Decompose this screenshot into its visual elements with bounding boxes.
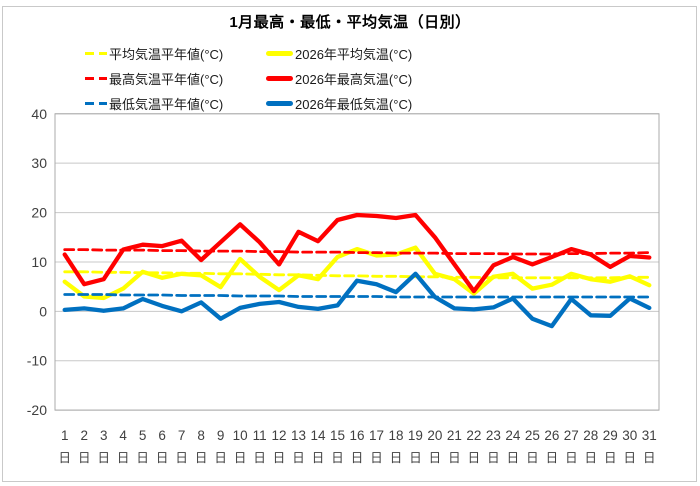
legend: 平均気温平年値(°C) 2026年平均気温(°C) 最高気温平年値(°C) 20… [85,41,412,116]
x-axis-day-suffix: 日 [370,451,383,465]
x-axis-day-number: 29 [603,428,618,443]
x-axis-day-suffix: 日 [214,451,227,465]
x-axis-day-suffix: 日 [526,451,539,465]
x-axis-day-number: 23 [486,428,501,443]
x-axis-day-suffix: 日 [156,451,169,465]
x-axis-day-number: 19 [408,428,423,443]
legend-label-max-normal: 最高気温平年値(°C) [109,72,224,87]
y-axis-tick-label: 0 [39,303,47,319]
x-axis-day-number: 7 [178,428,186,443]
x-axis-day-number: 26 [544,428,559,443]
x-axis-day-suffix: 日 [58,451,71,465]
x-axis-day-suffix: 日 [273,451,286,465]
x-axis-day-number: 18 [388,428,403,443]
x-axis-day-number: 15 [330,428,345,443]
legend-item-min-2026: 2026年最低気温(°C) [266,91,412,116]
legend-label-avg-normal: 平均気温平年値(°C) [109,47,224,62]
series-avg-normal-line [63,270,651,280]
x-axis-day-number: 6 [158,428,166,443]
legend-label-avg-2026: 2026年平均気温(°C) [295,47,413,62]
min-2026-solid-line-swatch [266,101,293,106]
x-axis-day-number: 24 [505,428,521,443]
x-axis-day-suffix: 日 [585,451,598,465]
series-max-2026-line [62,212,652,294]
x-axis-day-suffix: 日 [195,451,208,465]
legend-label-max-2026: 2026年最高気温(°C) [295,72,413,87]
x-axis-day-suffix: 日 [429,451,442,465]
x-axis-day-suffix: 日 [448,451,461,465]
x-axis-day-suffix: 日 [390,451,403,465]
x-axis-day-suffix: 日 [331,451,344,465]
x-axis-day-suffix: 日 [468,451,481,465]
x-axis-day-number: 21 [447,428,462,443]
legend-label-min-2026: 2026年最低気温(°C) [295,97,413,112]
chart-title: 1月最高・最低・平均気温（日別） [229,14,471,31]
series-avg-2026-line [62,245,652,301]
x-axis-day-suffix: 日 [351,451,364,465]
avg-2026-solid-line-swatch [266,51,293,56]
x-axis-day-suffix: 日 [565,451,578,465]
max-2026-solid-line-swatch [266,76,293,81]
x-axis-day-suffix: 日 [253,451,266,465]
x-axis-day-suffix: 日 [78,451,91,465]
x-axis-day-number: 12 [272,428,287,443]
legend-item-min-normal: 最低気温平年値(°C) [85,91,266,116]
x-axis-day-number: 28 [583,428,598,443]
x-axis-day-number: 2 [80,428,88,443]
x-axis-day-number: 1 [61,428,69,443]
x-axis-day-number: 31 [642,428,657,443]
legend-label-min-normal: 最低気温平年値(°C) [109,97,224,112]
x-axis-day-number: 22 [466,428,481,443]
avg-normal-dashed-line-swatch [85,52,107,55]
x-axis-day-suffix: 日 [487,451,500,465]
x-axis-day-number: 5 [139,428,147,443]
y-axis-tick-label: -20 [27,402,47,418]
x-axis-day-suffix: 日 [409,451,422,465]
x-axis-day-number: 4 [119,428,127,443]
x-axis-day-suffix: 日 [312,451,325,465]
series-min-normal-line [63,293,651,299]
x-axis-day-suffix: 日 [136,451,149,465]
series-min-2026-line [62,271,652,329]
x-axis-day-number: 3 [100,428,108,443]
x-axis-day-number: 13 [291,428,306,443]
x-axis-day-number: 27 [564,428,579,443]
x-axis-day-number: 8 [197,428,205,443]
plot-frame [54,113,660,411]
x-axis-day-suffix: 日 [292,451,305,465]
x-axis-day-suffix: 日 [546,451,559,465]
y-axis-tick-label: 30 [31,155,47,171]
y-axis-tick-label: -10 [27,353,47,369]
x-axis-day-suffix: 日 [604,451,617,465]
x-axis-day-number: 14 [311,428,327,443]
legend-item-max-normal: 最高気温平年値(°C) [85,66,266,91]
series-max-normal-line [63,248,651,256]
x-axis-day-number: 11 [253,428,267,443]
x-axis-day-suffix: 日 [643,451,656,465]
y-axis-tick-label: 10 [31,254,47,270]
x-axis-day-suffix: 日 [97,451,110,465]
y-axis-tick-label: 40 [31,106,47,122]
x-axis-day-suffix: 日 [624,451,637,465]
x-axis-day-suffix: 日 [507,451,520,465]
x-axis-day-number: 30 [622,428,637,443]
x-axis-day-suffix: 日 [117,451,130,465]
x-axis-day-number: 9 [217,428,225,443]
legend-item-avg-2026: 2026年平均気温(°C) [266,41,412,66]
y-axis-tick-label: 20 [31,205,47,221]
x-axis-day-suffix: 日 [175,451,188,465]
max-normal-dashed-line-swatch [85,77,107,80]
legend-item-max-2026: 2026年最高気温(°C) [266,66,412,91]
x-axis-day-number: 17 [369,428,384,443]
min-normal-dashed-line-swatch [85,102,107,105]
legend-item-avg-normal: 平均気温平年値(°C) [85,41,266,66]
x-axis-day-number: 10 [233,428,248,443]
x-axis-day-number: 16 [349,428,364,443]
x-axis-day-suffix: 日 [234,451,247,465]
x-axis-day-number: 25 [525,428,540,443]
x-axis-day-number: 20 [427,428,442,443]
